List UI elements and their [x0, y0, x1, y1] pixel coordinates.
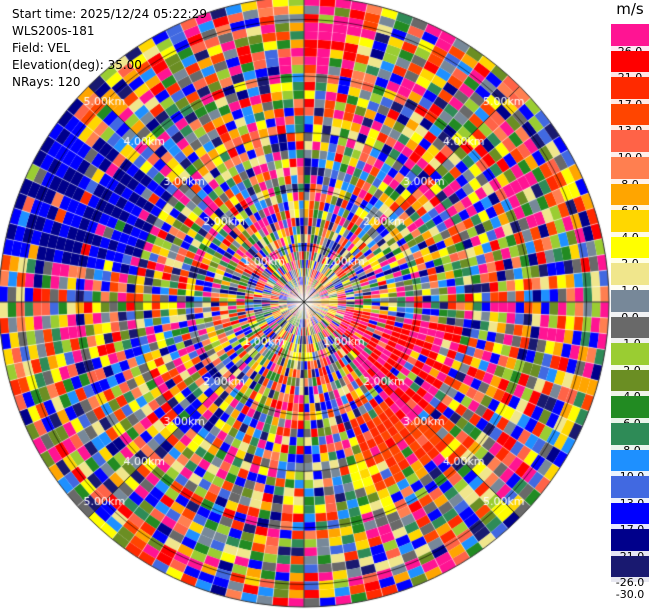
colorbar-segment: 6.0 [611, 183, 649, 218]
colorbar-bottom-label: -30.0 [611, 589, 649, 601]
colorbar-segment: 13.0 [611, 103, 649, 138]
colorbar-segment: -10.0 [611, 449, 649, 484]
colorbar-unit: m/s [616, 0, 644, 18]
instrument-label: WLS200s-181 [12, 24, 95, 38]
start-time-label: Start time: 2025/12/24 05:22:29 [12, 7, 207, 21]
colorbar-segment: -4.0 [611, 369, 649, 404]
colorbar-segment: 2.0 [611, 236, 649, 271]
colorbar-segment: 10.0 [611, 130, 649, 164]
colorbar-segment: 0.0 [611, 289, 649, 324]
nrays-label: NRays: 120 [12, 75, 81, 89]
colorbar-segment: 21.0 [611, 50, 649, 85]
colorbar-segment: -21.0 [611, 529, 649, 563]
colorbar-segment: -8.0 [611, 422, 649, 457]
colorbar-segment: -1.0 [611, 316, 649, 351]
field-label: Field: VEL [12, 41, 71, 55]
colorbar-segment: -26.0 [611, 555, 649, 590]
colorbar-segment: 8.0 [611, 156, 649, 191]
colorbar-segment: -17.0 [611, 502, 649, 537]
colorbar-segment: 26.0 [611, 24, 649, 58]
colorbar-segment: 17.0 [611, 77, 649, 111]
colorbar-segment: 4.0 [611, 210, 649, 244]
colorbar-segment: -6.0 [611, 396, 649, 430]
colorbar-segment: -2.0 [611, 343, 649, 377]
colorbar-segment: 1.0 [611, 263, 649, 297]
scan-info: Start time: 2025/12/24 05:22:29 WLS200s-… [12, 6, 207, 91]
colorbar-segment: -13.0 [611, 476, 649, 510]
colorbar: 26.021.017.013.010.08.06.04.02.01.00.0-1… [611, 24, 649, 590]
elevation-label: Elevation(deg): 35.00 [12, 58, 142, 72]
colorbar-tick-label: -26.0 [611, 577, 649, 590]
